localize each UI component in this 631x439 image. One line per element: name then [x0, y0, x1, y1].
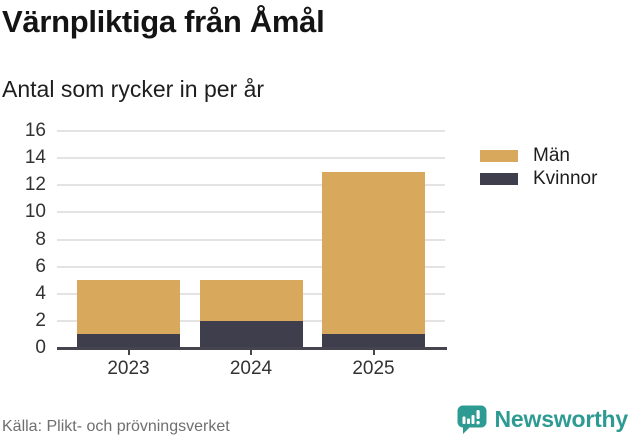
y-tick-label-6: 6 — [35, 255, 46, 277]
bar-2023-män — [77, 280, 180, 335]
y-axis: 0 2 4 6 8 10 12 14 16 — [0, 120, 46, 358]
x-tick-2023 — [127, 348, 130, 355]
newsworthy-wordmark: Newsworthy — [494, 406, 629, 432]
x-tick-2024 — [250, 348, 252, 355]
gridline-y-16 — [57, 130, 445, 132]
y-tick-label-4: 4 — [35, 282, 46, 304]
x-axis-line — [57, 346, 447, 350]
legend-label-kvinnor: Kvinnor — [533, 168, 598, 189]
y-tick-label-10: 10 — [24, 201, 46, 223]
bar-2025-kvinnor — [322, 334, 425, 348]
newsworthy-logo: Newsworthy — [456, 404, 628, 435]
icon-exclamation-dot — [476, 421, 480, 425]
bar-2023-kvinnor — [77, 334, 180, 348]
legend-item-kvinnor: Kvinnor — [480, 169, 597, 189]
gridline-y-6 — [57, 265, 445, 268]
x-tick-2025 — [372, 348, 375, 355]
bar-2025-män — [322, 171, 425, 335]
x-tick-label-2023: 2023 — [107, 358, 150, 379]
legend-swatch-män — [480, 150, 518, 162]
source-text: Källa: Plikt- och prövningsverket — [2, 418, 230, 435]
plot-area: 2023 2024 2025 — [57, 130, 447, 379]
icon-bar-2 — [466, 418, 470, 424]
gridline-y-8 — [57, 238, 445, 241]
gridline-y-14 — [57, 157, 445, 160]
x-tick-label-2024: 2024 — [229, 358, 273, 379]
x-tick-label-2025: 2025 — [352, 358, 395, 379]
chart-title: Värnpliktiga från Åmål — [2, 4, 325, 39]
y-tick-label-2: 2 — [35, 309, 46, 331]
gridline-y-12 — [57, 184, 445, 187]
y-tick-label-16: 16 — [24, 120, 46, 141]
chart-subtitle: Antal som rycker in per år — [2, 76, 265, 102]
y-tick-label-8: 8 — [35, 228, 46, 250]
y-tick-label-12: 12 — [24, 174, 46, 196]
icon-bar-1 — [462, 416, 466, 424]
bar-2024-kvinnor — [199, 320, 303, 348]
y-tick-label-0: 0 — [35, 337, 46, 358]
y-tick-label-14: 14 — [24, 147, 46, 169]
newsworthy-speech-bubble-icon — [457, 405, 487, 434]
icon-bar-3 — [471, 415, 475, 424]
legend-swatch-kvinnor — [480, 173, 518, 185]
legend-item-män: Män — [480, 146, 597, 166]
gridline-y-10 — [57, 211, 445, 214]
bar-2024-män — [199, 280, 303, 321]
icon-exclamation-stroke — [476, 410, 480, 419]
legend: Män Kvinnor — [480, 146, 597, 189]
legend-label-män: Män — [533, 145, 570, 166]
